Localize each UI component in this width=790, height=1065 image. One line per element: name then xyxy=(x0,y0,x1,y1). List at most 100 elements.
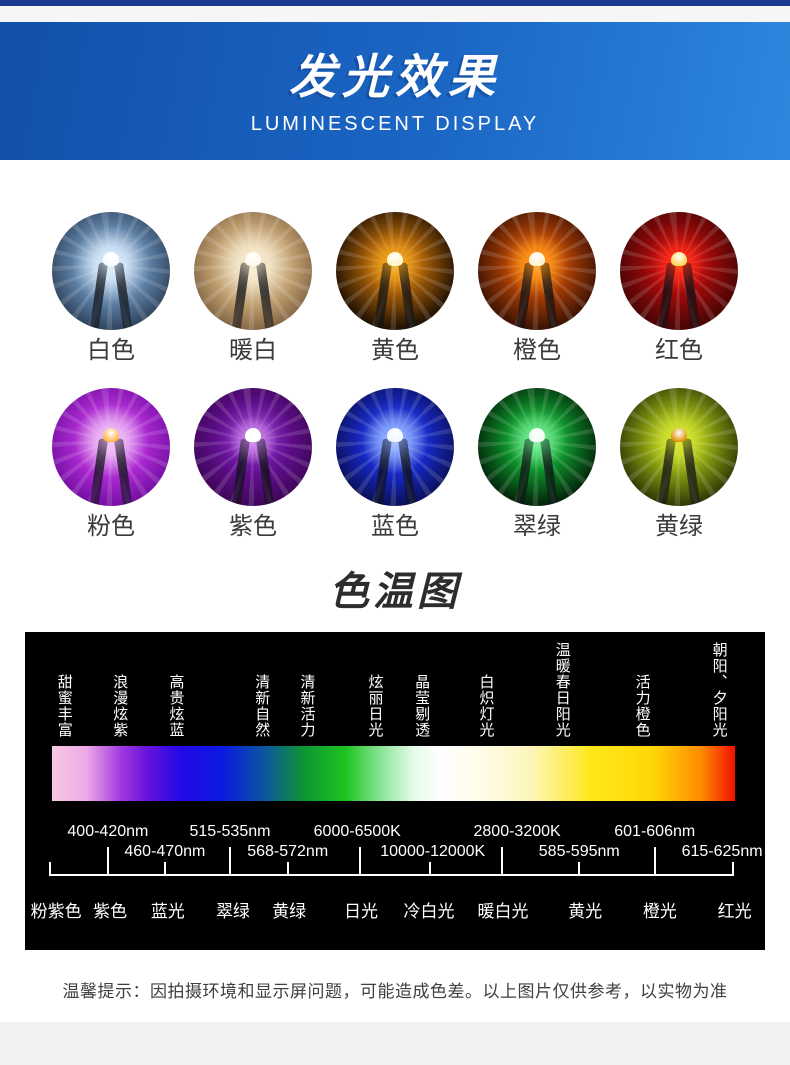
range-label: 400-420nm xyxy=(67,823,149,840)
led-rays xyxy=(336,388,454,506)
led-photo-purple xyxy=(194,388,312,506)
color-name-label: 翠绿 xyxy=(215,902,250,921)
led-cell-pink: 粉色 xyxy=(40,388,182,540)
led-rays xyxy=(52,212,170,330)
led-chip xyxy=(529,427,545,442)
scale-tick xyxy=(578,862,581,876)
led-rays xyxy=(620,388,738,506)
banner: 发光效果 LUMINESCENT DISPLAY xyxy=(0,22,790,160)
led-label-emerald: 翠绿 xyxy=(513,513,561,540)
color-name-label: 粉紫色 xyxy=(30,902,82,921)
led-label-warm-white: 暖白 xyxy=(229,337,277,364)
footer-note: 温馨提示：因拍摄环境和显示屏问题，可能造成色差。以上图片仅供参考，以实物为准 xyxy=(62,982,728,1001)
range-label: 568-572nm xyxy=(247,843,329,860)
scale-baseline xyxy=(50,874,734,876)
led-rays xyxy=(52,388,170,506)
banner-subtitle: LUMINESCENT DISPLAY xyxy=(250,113,540,135)
color-name-label: 蓝光 xyxy=(150,902,185,921)
temp-gradient-bar xyxy=(52,746,736,801)
led-rays xyxy=(478,212,596,330)
top-gap xyxy=(0,6,790,22)
led-cell-warm-white: 暖白 xyxy=(182,212,324,364)
range-label: 6000-6500K xyxy=(313,823,401,840)
led-chip xyxy=(671,427,687,442)
led-label-purple: 紫色 xyxy=(229,513,277,540)
range-label: 515-535nm xyxy=(189,823,271,840)
temp-mood-label: 甜蜜丰富 xyxy=(55,674,73,738)
led-chip xyxy=(671,251,687,266)
led-label-orange: 橙色 xyxy=(513,337,561,364)
led-cell-purple: 紫色 xyxy=(182,388,324,540)
range-label: 601-606nm xyxy=(614,823,696,840)
scale-tick xyxy=(653,847,656,876)
range-label: 615-625nm xyxy=(681,843,763,860)
color-name-label: 橙光 xyxy=(642,902,677,921)
temp-mood-label: 清新活力 xyxy=(298,674,316,738)
led-chip xyxy=(529,251,545,266)
led-photo-emerald xyxy=(478,388,596,506)
scale-tick xyxy=(732,862,735,876)
temp-mood-label: 温暖春日阳光 xyxy=(553,642,571,738)
led-chip xyxy=(245,427,261,442)
led-cell-yellow-green: 黄绿 xyxy=(608,388,750,540)
led-label-blue: 蓝色 xyxy=(371,513,419,540)
scale-tick xyxy=(428,862,431,876)
led-rays xyxy=(478,388,596,506)
led-photo-yellow-green xyxy=(620,388,738,506)
scale-tick xyxy=(286,862,289,876)
temp-mood-label: 晶莹剔透 xyxy=(413,674,431,738)
led-photo-pink xyxy=(52,388,170,506)
led-label-yellow-green: 黄绿 xyxy=(655,513,703,540)
scale-tick xyxy=(163,862,166,876)
color-name-label: 冷白光 xyxy=(403,902,455,921)
color-name-label: 日光 xyxy=(343,902,378,921)
color-name-label: 黄绿 xyxy=(272,902,307,921)
scale-tick xyxy=(49,862,52,876)
led-photo-red xyxy=(620,212,738,330)
scale-tick xyxy=(359,847,362,876)
led-cell-blue: 蓝色 xyxy=(324,388,466,540)
color-name-label: 暖白光 xyxy=(477,902,529,921)
temp-chart-panel: 甜蜜丰富 浪漫炫紫 高贵炫蓝 清新自然 清新活力 炫丽日光 晶莹剔透 白炽灯光 温暖春日阳光 活力… xyxy=(25,632,765,950)
led-photo-yellow xyxy=(336,212,454,330)
temp-mood-label: 高贵炫蓝 xyxy=(167,674,185,738)
temp-mood-label: 浪漫炫紫 xyxy=(111,674,129,738)
scale-tick xyxy=(501,847,504,876)
led-label-white: 白色 xyxy=(87,337,135,364)
color-name-label: 紫色 xyxy=(93,902,128,921)
top-navy-strip xyxy=(0,0,790,6)
led-label-yellow: 黄色 xyxy=(371,337,419,364)
banner-title: 发光效果 xyxy=(289,50,501,103)
range-label: 10000-12000K xyxy=(380,843,486,860)
range-label: 460-470nm xyxy=(124,843,206,860)
led-cell-white: 白色 xyxy=(40,212,182,364)
scale-tick xyxy=(106,847,109,876)
led-photo-orange xyxy=(478,212,596,330)
led-chip xyxy=(103,427,119,442)
led-label-red: 红色 xyxy=(655,337,703,364)
led-cell-emerald: 翠绿 xyxy=(466,388,608,540)
led-row-2: 粉色 紫色 蓝色 翠绿 黄绿 xyxy=(0,388,790,540)
temp-mood-label: 活力橙色 xyxy=(633,674,651,738)
led-rays xyxy=(194,388,312,506)
scale-tick xyxy=(228,847,231,876)
led-photo-blue xyxy=(336,388,454,506)
led-cell-yellow: 黄色 xyxy=(324,212,466,364)
led-rays xyxy=(194,212,312,330)
led-cell-red: 红色 xyxy=(608,212,750,364)
led-chip xyxy=(103,251,119,266)
led-chip xyxy=(245,251,261,266)
led-chip xyxy=(387,427,403,442)
led-photo-white xyxy=(52,212,170,330)
led-chip xyxy=(387,251,403,266)
led-row-1: 白色 暖白 黄色 橙色 红色 xyxy=(0,212,790,364)
temp-chart-heading: 色温图 xyxy=(329,570,461,614)
range-label: 2800-3200K xyxy=(473,823,561,840)
led-photo-warm-white xyxy=(194,212,312,330)
color-name-label: 黄光 xyxy=(568,902,603,921)
temp-mood-label: 白炽灯光 xyxy=(477,674,495,738)
led-rays xyxy=(336,212,454,330)
temp-mood-label: 炫丽日光 xyxy=(366,674,384,738)
led-rays xyxy=(620,212,738,330)
